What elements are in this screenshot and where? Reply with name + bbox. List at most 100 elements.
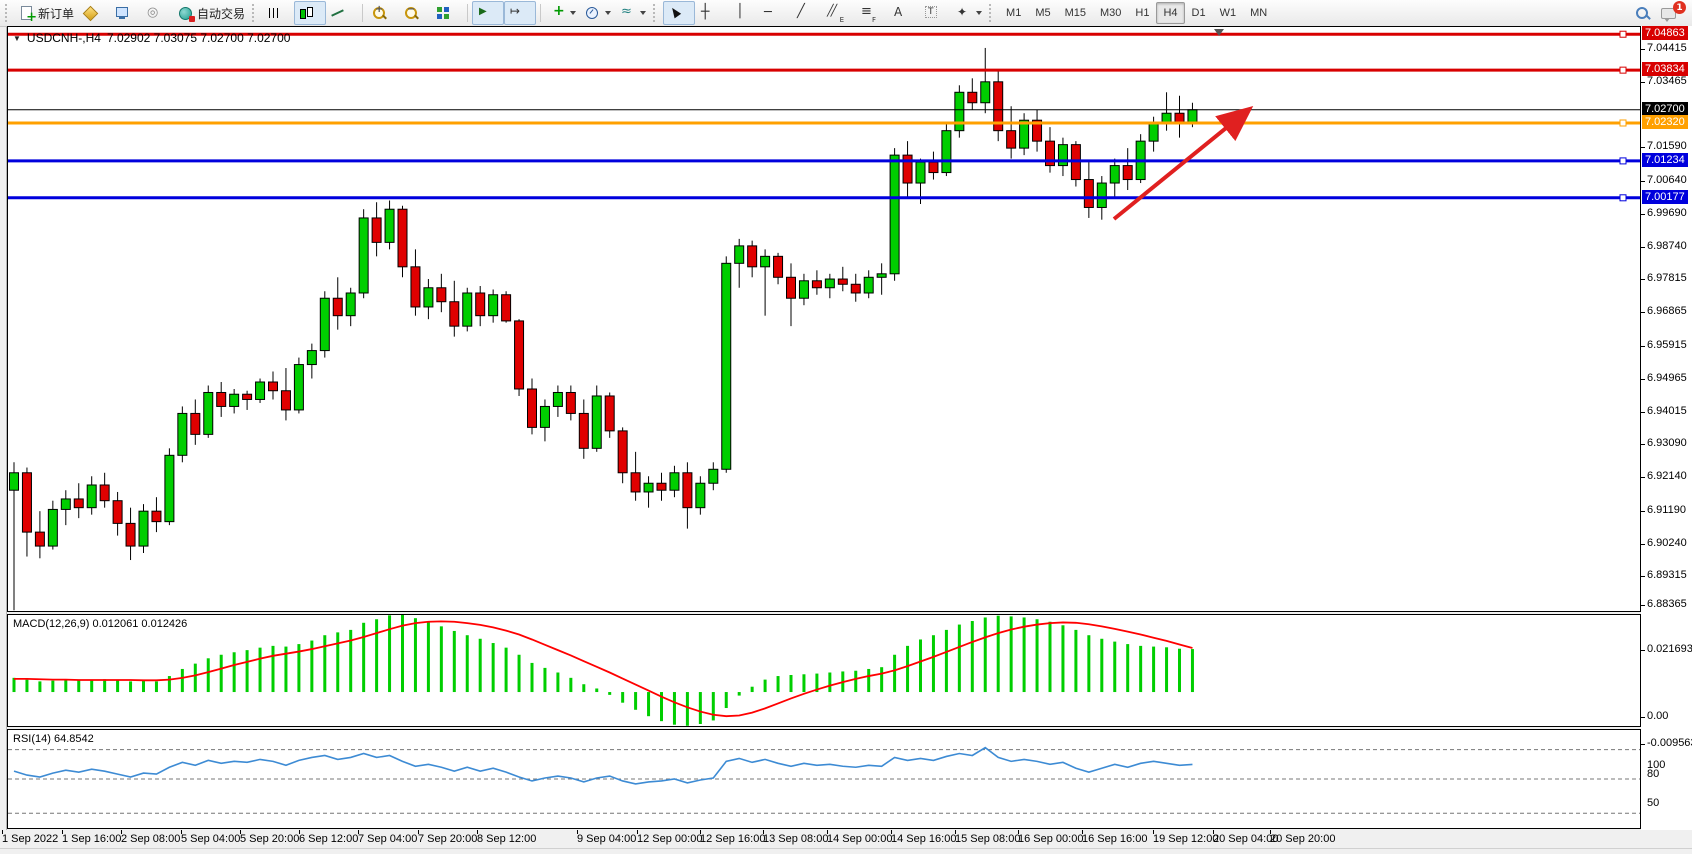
zoom-in-button[interactable]: + [367,1,399,25]
macd-histogram-bar [724,692,728,709]
bear-candle [928,161,939,174]
bear-candle [449,301,460,327]
timeframe-m1-button[interactable]: M1 [1006,7,1022,19]
macd-histogram-bar [38,681,42,693]
bull-candle [203,391,214,435]
timeframe-m30-button[interactable]: M30 [1100,7,1122,19]
zoom-out-button[interactable]: − [399,1,431,25]
bull-candle [889,154,900,275]
macd-histogram-bar [763,679,767,693]
price-tick [1641,543,1645,545]
price-tick-label: 7.01590 [1647,140,1687,153]
macd-histogram-bar [103,679,107,693]
bear-candle [514,320,525,390]
autotrading-button[interactable]: 自动交易 [174,1,249,25]
arrows-button[interactable] [951,1,986,25]
macd-histogram-bar [711,692,715,721]
macd-histogram-bar [983,617,987,693]
horizontal-line-button[interactable] [759,1,791,25]
market-watch-button[interactable] [78,1,110,25]
bear-candle [1032,119,1043,142]
main-chart-pane[interactable]: ▼ USDCNH-,H4 7.02902 7.03075 7.02700 7.0… [7,26,1641,612]
timeframe-m5-button[interactable]: M5 [1035,7,1051,19]
notification-badge: 1 [1673,1,1686,14]
line-chart-button[interactable] [326,1,358,25]
timeframe-h4-button[interactable]: H4 [1156,2,1185,24]
price-tick-label: 7.04415 [1647,41,1687,54]
data-window-button[interactable] [110,1,142,25]
macd-histogram-bar [90,679,94,693]
search-icon[interactable] [1634,5,1650,21]
macd-label: MACD(12,26,9) 0.012061 0.012426 [13,618,188,630]
macd-histogram-bar [1022,617,1026,693]
cursor-button[interactable] [663,1,696,25]
chart-shift-button[interactable] [504,1,537,25]
signals-button[interactable] [142,1,174,25]
cursor-icon [667,5,683,21]
price-tick-label: 6.91190 [1647,503,1686,516]
line-anchor-handle [1619,119,1627,127]
rsi-canvas[interactable] [8,730,1640,828]
tile-windows-button[interactable] [431,1,463,25]
time-label: 16 Sep 00:00 [1018,833,1084,845]
macd-pane[interactable]: MACD(12,26,9) 0.012061 0.012426 [7,614,1641,727]
macd-histogram-bar [828,672,832,693]
equidistant-channel-button[interactable] [823,1,855,25]
crosshair-button[interactable] [695,1,727,25]
trendline-button[interactable] [791,1,823,25]
chat-icon[interactable]: 1 [1660,1,1686,22]
bar-chart-button[interactable] [262,1,294,25]
price-tick-label: 6.88365 [1647,598,1687,610]
rsi-axis-label: 50 [1647,797,1660,809]
periods-button[interactable] [580,1,615,25]
macd-histogram-bar [426,622,430,693]
main-chart-canvas[interactable] [8,27,1640,611]
toolbar-separator [540,4,542,22]
chart-ohlc-values: 7.02902 7.03075 7.02700 7.02700 [106,31,291,45]
price-tick [1641,180,1645,182]
timeframe-m15-button[interactable]: M15 [1064,7,1086,19]
macd-histogram-bar [284,646,288,693]
timeframe-w1-button[interactable]: W1 [1219,7,1237,19]
macd-histogram-bar [142,681,145,693]
zoom-out-icon: − [403,4,419,21]
monitor-icon [114,5,130,21]
auto-scroll-button[interactable] [472,1,505,25]
bull-candle [1096,182,1107,208]
indicators-button[interactable] [545,1,580,25]
price-tick-label: 6.94965 [1647,371,1687,384]
bear-candle [747,245,758,268]
macd-histogram-bar [297,644,301,693]
macd-histogram-bar [1178,648,1181,693]
chevron-down-icon[interactable]: ▼ [13,33,21,43]
chart-candle-icon [298,5,314,21]
time-axis[interactable]: 1 Sep 2022 1 Sep 16:00 2 Sep 08:00 5 Sep 04… [0,830,1692,848]
bear-candle [216,391,227,407]
text-button[interactable] [887,1,919,25]
bear-candle [34,531,45,547]
vertical-line-button[interactable] [727,1,759,25]
price-tick-label: 6.96865 [1647,305,1687,318]
macd-axis-label: 0.00 [1647,710,1669,723]
price-tick [1641,279,1645,281]
time-tick [181,830,182,834]
macd-histogram-bar [957,624,961,693]
fibonacci-button[interactable] [855,1,887,25]
price-axis[interactable]: 7.04415 7.03465 7.01590 7.00640 6.99690 6.987… [1641,26,1692,854]
macd-histogram-bar [893,654,897,693]
macd-histogram-bar [1087,635,1091,693]
macd-histogram-bar [465,635,469,693]
timeframe-h1-button[interactable]: H1 [1135,7,1150,19]
candlestick-chart-button[interactable] [294,1,327,25]
new-order-button[interactable]: 新订单 [15,1,78,25]
templates-button[interactable] [615,1,650,25]
text-label-button[interactable] [919,1,951,25]
time-label: 6 Sep 12:00 [299,833,359,845]
channel-icon [827,4,844,24]
rsi-pane[interactable]: RSI(14) 64.8542 [7,729,1641,829]
timeframe-mn-button[interactable]: MN [1250,7,1268,19]
macd-histogram-bar [608,692,612,695]
timeframe-d1-button[interactable]: D1 [1191,7,1206,19]
bear-candle [1122,165,1133,181]
macd-canvas[interactable] [8,615,1640,726]
